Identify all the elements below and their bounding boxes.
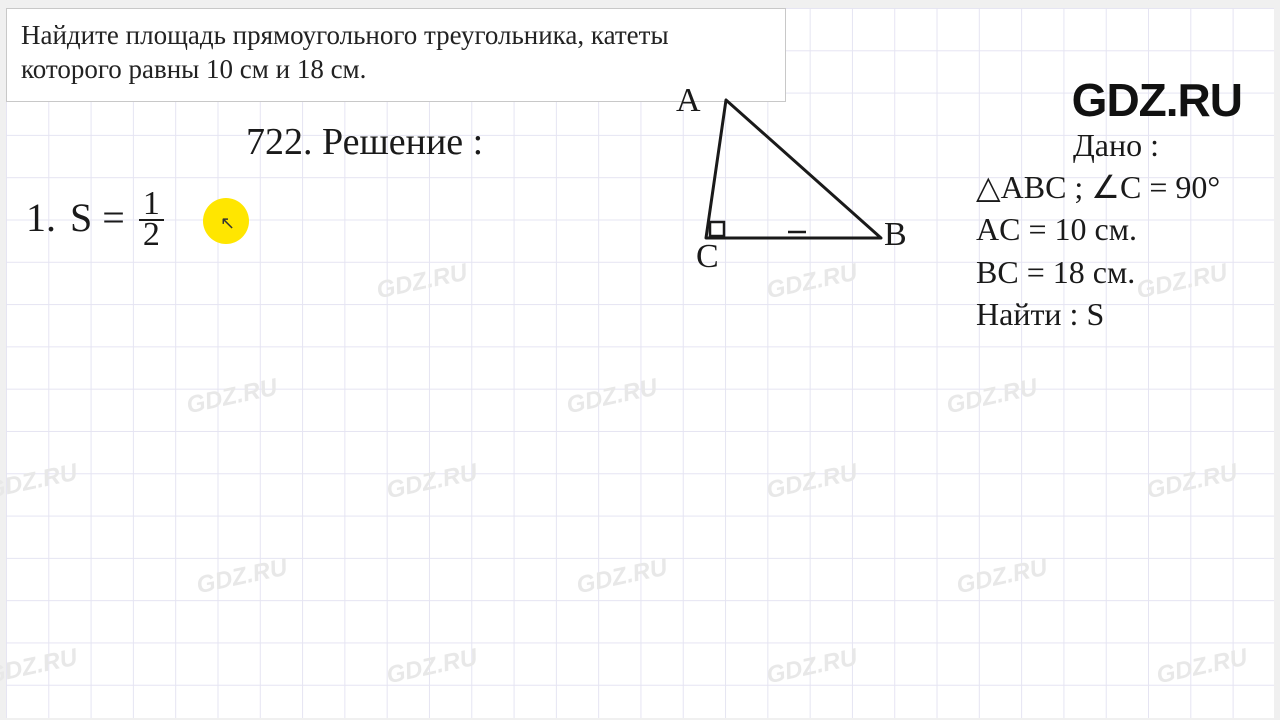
given-line-2: AC = 10 см. bbox=[976, 208, 1256, 250]
vertex-c-label: C bbox=[696, 238, 719, 276]
fraction-denominator: 2 bbox=[139, 221, 164, 250]
cursor-icon: ↖ bbox=[220, 213, 235, 234]
problem-text: Найдите площадь прямоугольного треугольн… bbox=[21, 20, 669, 84]
given-block: Дано : △ABC ; ∠C = 90° AC = 10 см. BC = … bbox=[976, 124, 1256, 335]
solution-step-1: 1. S = 1 2 bbox=[26, 188, 164, 248]
given-heading: Дано : bbox=[976, 124, 1256, 166]
fraction-one-half: 1 2 bbox=[139, 190, 164, 250]
step1-index: 1. bbox=[26, 194, 56, 241]
given-line-1: △ABC ; ∠C = 90° bbox=[976, 166, 1256, 208]
given-line-4: Найти : S bbox=[976, 293, 1256, 335]
given-line-3: BC = 18 см. bbox=[976, 251, 1256, 293]
step1-equation-lhs: S = bbox=[70, 194, 125, 241]
vertex-b-label: B bbox=[884, 216, 907, 254]
triangle-figure: A C B bbox=[666, 88, 906, 278]
vertex-a-label: A bbox=[676, 82, 701, 120]
solution-title: 722. Решение : bbox=[246, 120, 483, 164]
site-logo: GDZ.RU bbox=[1072, 73, 1242, 127]
worksheet-sheet: GDZ.RUGDZ.RUGDZ.RUGDZ.RUGDZ.RUGDZ.RUGDZ.… bbox=[6, 8, 1274, 718]
